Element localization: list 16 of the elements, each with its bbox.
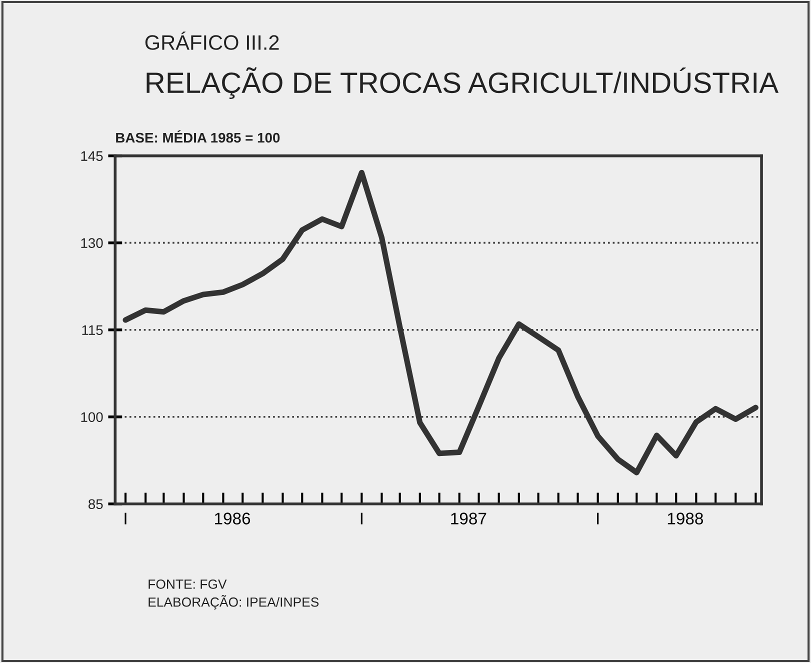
x-tick-label: I [597, 512, 599, 524]
y-tick-label: 115 [82, 325, 103, 336]
chart-subtitle: RELAÇÃO DE TROCAS AGRICULT/INDÚSTRIA [146, 67, 779, 99]
y-tick-label: 85 [88, 499, 103, 510]
x-tick-label: 1988 [668, 512, 703, 524]
x-tick-label: I [360, 512, 362, 524]
y-tick-label: 130 [81, 238, 103, 248]
y-tick-label: 145 [81, 151, 103, 161]
chart-title: GRÁFICO III.2 [145, 32, 279, 50]
y-axis-title: BASE: MÉDIA 1985 = 100 [116, 130, 280, 143]
text: ELABORAÇÃO: IPEA/INPES [148, 595, 319, 610]
y-tick-label: 100 [81, 412, 103, 422]
source-note: FONTE: FGV [148, 580, 227, 589]
x-tick-label: 1987 [451, 512, 486, 524]
x-tick-label: I [124, 512, 126, 524]
x-tick-label: 1986 [215, 512, 250, 524]
